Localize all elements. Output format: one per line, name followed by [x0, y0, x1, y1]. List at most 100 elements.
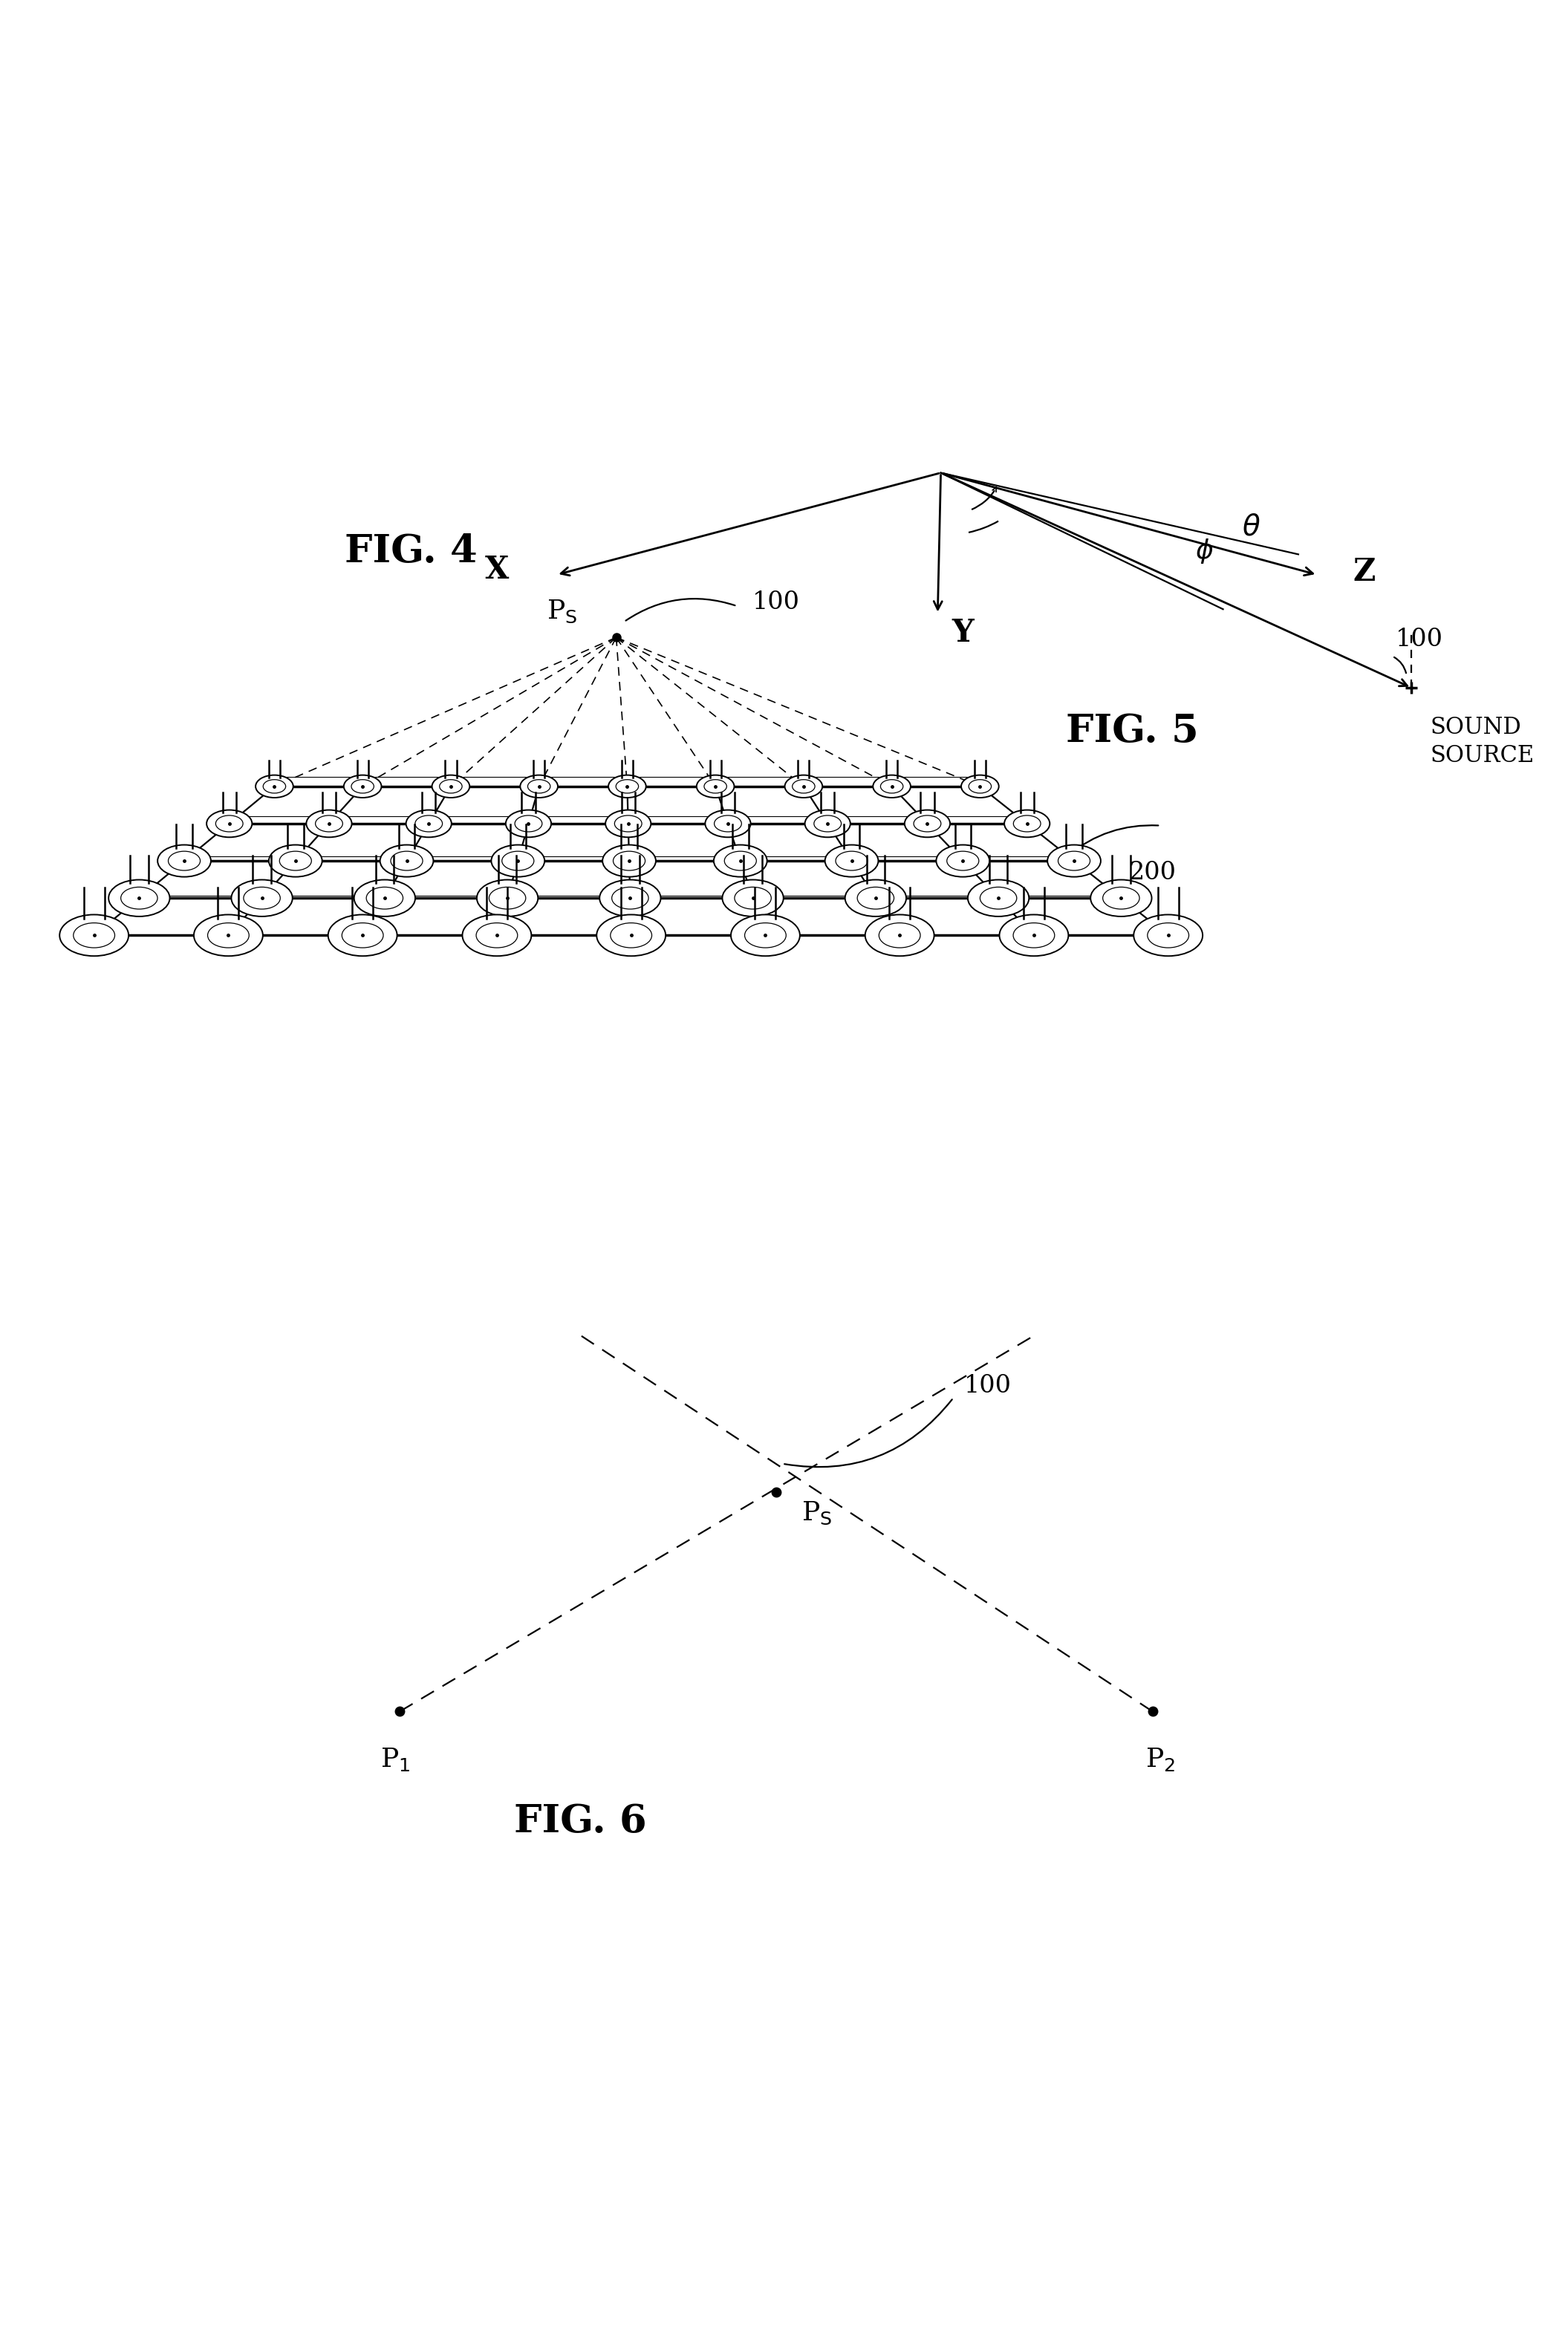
Ellipse shape [351, 780, 373, 794]
Ellipse shape [804, 810, 850, 838]
Ellipse shape [1005, 810, 1051, 838]
Ellipse shape [914, 815, 941, 831]
Ellipse shape [416, 815, 442, 831]
Text: P$_{\mathsf{S}}$: P$_{\mathsf{S}}$ [546, 599, 577, 625]
Ellipse shape [477, 880, 538, 915]
Ellipse shape [157, 845, 210, 878]
Ellipse shape [696, 775, 734, 798]
Text: $\theta$: $\theta$ [1242, 515, 1261, 541]
Ellipse shape [502, 852, 535, 871]
Ellipse shape [936, 845, 989, 878]
Ellipse shape [784, 775, 822, 798]
Ellipse shape [610, 922, 652, 948]
Ellipse shape [354, 880, 416, 915]
Ellipse shape [615, 815, 641, 831]
Text: P$_2$: P$_2$ [1145, 1746, 1176, 1772]
Text: 100: 100 [753, 590, 800, 613]
Ellipse shape [734, 887, 771, 908]
Ellipse shape [873, 775, 911, 798]
Ellipse shape [256, 775, 293, 798]
Text: P$_1$: P$_1$ [379, 1746, 411, 1772]
Text: 100: 100 [964, 1374, 1011, 1398]
Ellipse shape [243, 887, 281, 908]
Ellipse shape [168, 852, 201, 871]
Ellipse shape [731, 915, 800, 955]
Text: 100: 100 [1396, 627, 1443, 651]
Ellipse shape [342, 922, 383, 948]
Text: SOUND
SOURCE: SOUND SOURCE [1430, 716, 1534, 768]
Ellipse shape [232, 880, 293, 915]
Ellipse shape [439, 780, 463, 794]
Ellipse shape [489, 887, 525, 908]
Text: 200: 200 [1129, 861, 1176, 885]
Ellipse shape [704, 780, 726, 794]
Ellipse shape [60, 915, 129, 955]
Ellipse shape [980, 887, 1016, 908]
Text: $\phi$: $\phi$ [1195, 536, 1214, 564]
Ellipse shape [706, 810, 751, 838]
Ellipse shape [866, 915, 935, 955]
Text: Z: Z [1353, 555, 1375, 588]
Ellipse shape [999, 915, 1068, 955]
Ellipse shape [792, 780, 815, 794]
Ellipse shape [279, 852, 312, 871]
Ellipse shape [947, 852, 978, 871]
Ellipse shape [1091, 880, 1151, 915]
Ellipse shape [121, 887, 157, 908]
Ellipse shape [74, 922, 114, 948]
Ellipse shape [343, 775, 381, 798]
Ellipse shape [315, 815, 343, 831]
Ellipse shape [1134, 915, 1203, 955]
Ellipse shape [1047, 845, 1101, 878]
Ellipse shape [715, 815, 742, 831]
Ellipse shape [616, 780, 638, 794]
Ellipse shape [390, 852, 423, 871]
Ellipse shape [881, 780, 903, 794]
Ellipse shape [745, 922, 786, 948]
Ellipse shape [814, 815, 842, 831]
Ellipse shape [216, 815, 243, 831]
Ellipse shape [263, 780, 285, 794]
Ellipse shape [367, 887, 403, 908]
Ellipse shape [599, 880, 660, 915]
Ellipse shape [905, 810, 950, 838]
Ellipse shape [1102, 887, 1140, 908]
Ellipse shape [506, 810, 552, 838]
Ellipse shape [961, 775, 999, 798]
Ellipse shape [431, 775, 469, 798]
Ellipse shape [379, 845, 433, 878]
Ellipse shape [967, 880, 1029, 915]
Ellipse shape [1148, 922, 1189, 948]
Text: FIG. 6: FIG. 6 [514, 1803, 646, 1840]
Text: X: X [485, 555, 510, 585]
Ellipse shape [108, 880, 169, 915]
Ellipse shape [613, 852, 644, 871]
Text: FIG. 5: FIG. 5 [1066, 712, 1200, 751]
Ellipse shape [406, 810, 452, 838]
Ellipse shape [328, 915, 397, 955]
Ellipse shape [602, 845, 655, 878]
Ellipse shape [207, 810, 252, 838]
Ellipse shape [207, 922, 249, 948]
Ellipse shape [521, 775, 558, 798]
Ellipse shape [608, 775, 646, 798]
Text: P$_{\mathsf{S}}$: P$_{\mathsf{S}}$ [801, 1501, 833, 1526]
Ellipse shape [1058, 852, 1090, 871]
Ellipse shape [1013, 922, 1055, 948]
Ellipse shape [268, 845, 321, 878]
Ellipse shape [969, 780, 991, 794]
Ellipse shape [723, 880, 784, 915]
Ellipse shape [528, 780, 550, 794]
Ellipse shape [194, 915, 263, 955]
Ellipse shape [306, 810, 351, 838]
Ellipse shape [514, 815, 543, 831]
Ellipse shape [724, 852, 756, 871]
Ellipse shape [845, 880, 906, 915]
Ellipse shape [825, 845, 878, 878]
Ellipse shape [713, 845, 767, 878]
Ellipse shape [836, 852, 867, 871]
Text: Y: Y [952, 618, 974, 648]
Ellipse shape [491, 845, 544, 878]
Text: FIG. 4: FIG. 4 [345, 531, 478, 571]
Ellipse shape [880, 922, 920, 948]
